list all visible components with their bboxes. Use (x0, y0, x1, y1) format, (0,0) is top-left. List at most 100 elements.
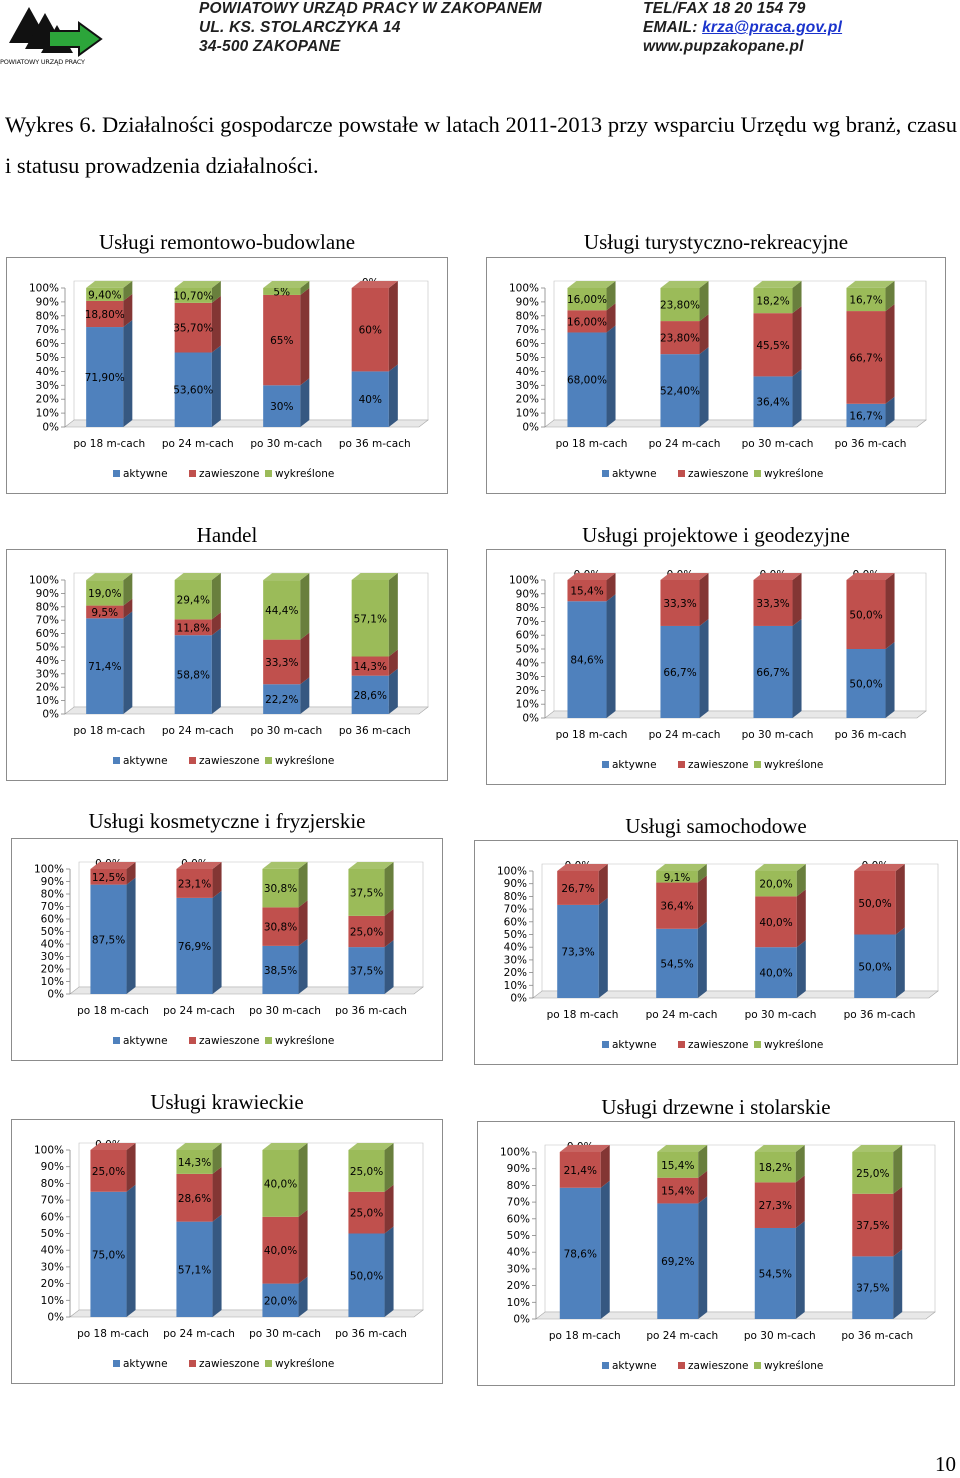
floor (535, 1311, 936, 1320)
legend-label-wykreslone: wykreślone (275, 1358, 334, 1370)
chart-title-6: Usługi samochodowe (625, 814, 807, 838)
bar-stack-3: 66,7%33,3%0,0% (753, 569, 802, 718)
x-tick-label: po 18 m-cach (77, 1328, 149, 1340)
bar-top (86, 280, 133, 288)
chart-handel: 0% 10% 20% 30% 40% 50% 60% 70% 80% 90% 100% 71,4% 9,… (6, 549, 448, 781)
bar-front (90, 884, 127, 994)
email-link[interactable]: krza@praca.gov.pl (702, 19, 843, 36)
bar-stack-1: 68,00% 16,00% 16,00% (567, 281, 616, 427)
bar-front (174, 288, 212, 303)
bar-side (384, 862, 394, 916)
y-tick-label: 80% (41, 889, 64, 901)
bar-front (263, 288, 301, 295)
floor (64, 419, 429, 428)
y-tick-label: 50% (36, 642, 59, 654)
bar-front (176, 897, 213, 994)
bar-wykreslone: 18,2% (754, 1145, 805, 1183)
y-tick-label: 90% (516, 296, 539, 308)
bar-top (846, 280, 895, 288)
y-tick-label: 0% (47, 1312, 64, 1324)
x-tick-label: po 36 m-cach (335, 1005, 407, 1017)
y-tick-label: 60% (36, 628, 59, 640)
bar-stack-4: 16,7% 66,7% 16,7% (846, 280, 895, 427)
bar-zawieszone: 23,1% (176, 862, 222, 898)
legend-swatch-aktywne (113, 1360, 120, 1367)
bar-wykreslone: 16,00% (567, 281, 616, 311)
legend-swatch-aktywne (602, 761, 609, 768)
x-tick-label: po 36 m-cach (339, 725, 411, 737)
bar-top (348, 862, 394, 869)
bar-zawieszone: 36,4% (656, 875, 707, 929)
bar-zawieszone: 35,70% (173, 295, 221, 353)
bar-front (753, 313, 793, 377)
floor (532, 990, 939, 999)
bar-side (126, 1184, 136, 1317)
data-label: 37,5% (350, 966, 383, 978)
y-tick-label: 80% (36, 601, 59, 613)
bar-side (123, 293, 133, 328)
y-tick-label: 90% (36, 588, 59, 600)
bar-aktywne: 75,0% (90, 1184, 136, 1317)
x-tick-label: po 24 m-cach (162, 438, 234, 450)
y-tick-label: 10% (36, 408, 59, 420)
bar-stack-1: 87,5%12,5%0,0% (90, 858, 136, 994)
bar-wykreslone: 5% (263, 281, 310, 298)
y-tick-label: 100% (29, 575, 59, 587)
bar-front (656, 928, 698, 998)
chart-title-2: Usługi turystyczno-rekreacyjne (583, 230, 849, 254)
legend-swatch-wykreslone (265, 1037, 272, 1044)
bar-stack-1: 75,0%25,0%0,0% (90, 1139, 136, 1317)
bar-top (174, 281, 221, 288)
bar-side (123, 611, 133, 714)
bar-front (351, 288, 389, 372)
bar-side (123, 320, 133, 427)
plot-area (532, 863, 939, 999)
bar-side (212, 890, 222, 994)
bar-top (852, 1145, 903, 1152)
y-tick-label: 50% (507, 1230, 530, 1242)
bar-zawieszone: 14,3% (351, 649, 398, 676)
y-tick-label: 80% (516, 602, 539, 614)
bar-side (298, 1209, 308, 1284)
bar-aktywne: 22,2% (263, 677, 310, 714)
chart-legend: aktywne zawieszone wykreślone (602, 1360, 823, 1372)
chart-legend: aktywne zawieszone wykreślone (113, 468, 334, 480)
bar-aktywne: 38,5% (262, 938, 308, 994)
bar-aktywne: 30% (263, 378, 310, 427)
bar-side (212, 1214, 222, 1317)
bar-zawieszone: 26,7% (557, 864, 608, 905)
y-tick-label: 0% (522, 422, 539, 434)
office-logo-icon (9, 7, 103, 57)
bar-side (384, 1184, 394, 1234)
bar-wykreslone: 25,0% (348, 1143, 394, 1192)
bar-front (755, 871, 797, 897)
legend-swatch-aktywne (113, 757, 120, 764)
y-tick-label: 20% (507, 1280, 530, 1292)
bar-top (348, 1143, 394, 1150)
bar-aktywne: 52,40% (660, 347, 709, 427)
chart-title-1: Usługi remontowo-budowlane (98, 230, 356, 254)
legend-swatch-zawieszone (678, 1041, 685, 1048)
chart-svg: 0% 10% 20% 30% 40% 50% 60% 70% 80% 90%100% 71,90% 1… (29, 277, 429, 480)
bar-stack-3: 54,5% 27,3% 18,2% (754, 1145, 805, 1319)
bar-front (846, 287, 886, 312)
bar-aktywne: 37,5% (348, 940, 394, 994)
bar-side (600, 1180, 610, 1319)
page-number: 10 (935, 1452, 956, 1476)
bar-front (753, 376, 793, 427)
bar-zawieszone: 65% (263, 287, 310, 386)
bar-front (86, 618, 124, 714)
chart-drzewne-stolarskie: 0% 10% 20% 30% 40% 50% 60% 70% 80% 90% 100% 78,6% 21… (477, 1121, 955, 1386)
header-website[interactable]: www.pupzakopane.pl (643, 38, 804, 55)
y-tick-label: 40% (36, 366, 59, 378)
bar-side (697, 864, 707, 883)
data-label: 37,5% (350, 887, 383, 899)
bar-front (86, 287, 124, 301)
bar-front (660, 580, 700, 626)
bar-side (388, 281, 398, 372)
bar-aktywne: 37,5% (852, 1249, 903, 1319)
chart-svg: 0% 10% 20% 30% 40% 50% 60% 70% 80% 90% 100% 75,0% 25… (34, 1139, 424, 1370)
data-label: 22,2% (265, 694, 298, 706)
bar-front (753, 287, 793, 314)
y-tick-label: 70% (507, 1197, 530, 1209)
